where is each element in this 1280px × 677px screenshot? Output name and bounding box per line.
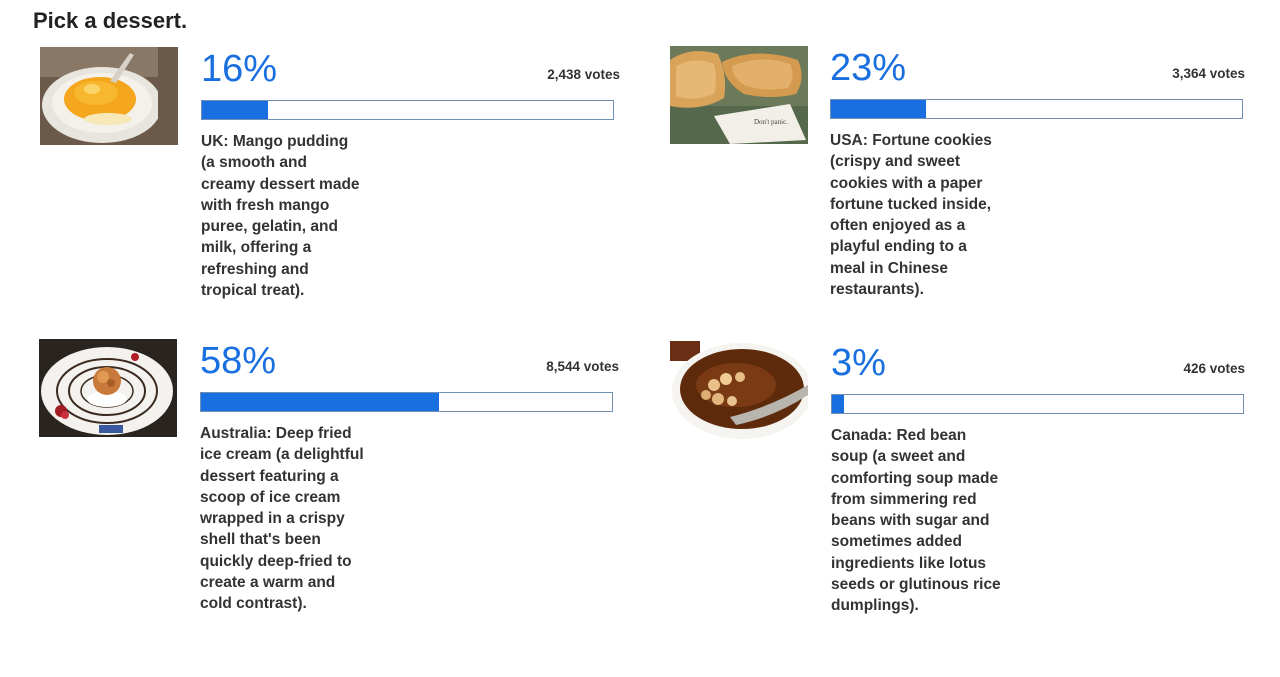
option-vote-count: 2,438 votes	[547, 67, 620, 82]
fortune-text: Don't panic.	[754, 118, 788, 126]
option-progress-fill	[201, 393, 440, 411]
mango-pudding-photo[interactable]	[40, 47, 178, 145]
option-percent: 3%	[831, 342, 886, 384]
poll-option-mango-pudding[interactable]: 16% 2,438 votes UK: Mango pudding (a smo…	[40, 47, 620, 377]
option-percent: 58%	[200, 340, 277, 382]
option-progress-fill	[202, 101, 268, 119]
red-bean-soup-photo[interactable]	[670, 341, 808, 439]
option-progress-fill	[832, 395, 845, 413]
poll-title: Pick a dessert.	[33, 8, 188, 33]
option-progress-bar[interactable]	[200, 392, 613, 412]
option-progress-bar[interactable]	[831, 394, 1244, 414]
option-description[interactable]: USA: Fortune cookies (crispy and sweet c…	[830, 132, 992, 299]
fortune-cookie-photo[interactable]: Don't panic.	[670, 46, 808, 144]
poll-option-fried-ice-cream[interactable]: 58% 8,544 votes Australia: Deep fried ic…	[39, 339, 619, 669]
option-vote-count: 8,544 votes	[546, 359, 619, 374]
option-description[interactable]: Canada: Red bean soup (a sweet and comfo…	[831, 427, 1001, 615]
option-progress-fill	[831, 100, 926, 118]
poll-option-fortune-cookies[interactable]: Don't panic. 23% 3,364 votes USA: Fortun…	[670, 46, 1250, 376]
option-vote-count: 3,364 votes	[1172, 66, 1245, 81]
poll-option-red-bean-soup[interactable]: 3% 426 votes Canada: Red bean soup (a sw…	[670, 341, 1250, 671]
option-description[interactable]: UK: Mango pudding (a smooth and creamy d…	[201, 133, 360, 300]
option-vote-count: 426 votes	[1183, 361, 1245, 376]
option-progress-bar[interactable]	[201, 100, 614, 120]
option-progress-bar[interactable]	[830, 99, 1243, 119]
option-description[interactable]: Australia: Deep fried ice cream (a delig…	[200, 425, 364, 613]
option-percent: 23%	[830, 47, 907, 89]
option-percent: 16%	[201, 48, 278, 90]
fried-ice-cream-photo[interactable]	[39, 339, 177, 437]
